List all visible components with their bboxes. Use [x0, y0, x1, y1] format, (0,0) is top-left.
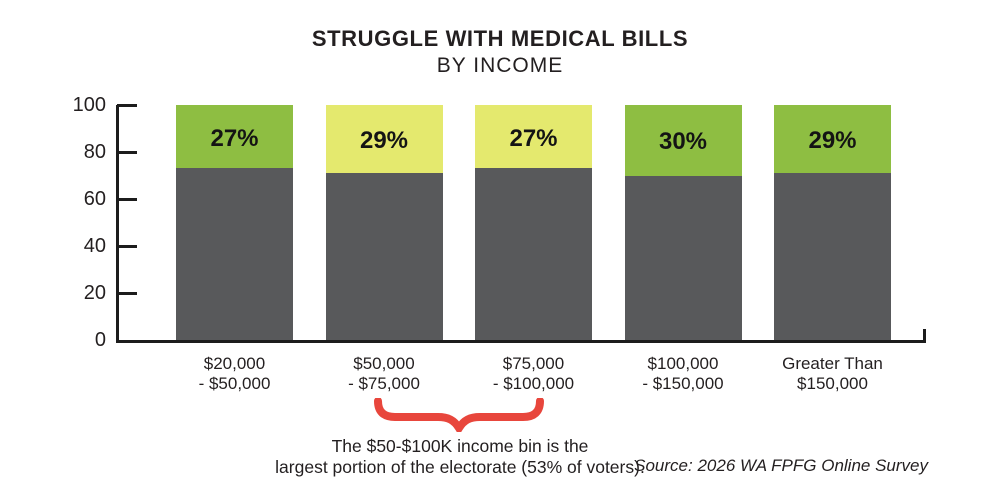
bar-base-segment — [624, 175, 742, 340]
bar-base-segment — [774, 173, 891, 340]
bar-value-label: 30% — [658, 128, 708, 156]
y-axis-tick — [117, 103, 137, 107]
bar-value-label: 29% — [808, 127, 857, 155]
y-axis-tick — [117, 150, 137, 154]
y-axis-tick-label: 60 — [83, 188, 106, 210]
bar-value-label: 27% — [509, 124, 558, 152]
y-axis-tick — [117, 291, 137, 295]
chart-subtitle: BY INCOME — [436, 54, 564, 77]
chart-title: STRUGGLE WITH MEDICAL BILLS — [311, 26, 689, 51]
bar-base-segment — [176, 168, 293, 340]
y-axis-tick-label: 100 — [72, 94, 106, 116]
y-axis-tick-label: 80 — [83, 141, 106, 163]
bar-top-segment: 27% — [176, 105, 293, 169]
x-axis-tick-label: Greater Than $150,000 — [729, 354, 936, 393]
y-axis-tick-label: 40 — [83, 235, 106, 257]
y-axis-line — [116, 105, 119, 343]
annotation-line-1: The $50-$100K income bin is the — [331, 436, 589, 456]
x-axis-tick-label-line: $100,000 — [647, 354, 719, 373]
y-axis-tick-label: 0 — [94, 329, 106, 351]
y-axis-tick-label: 20 — [83, 282, 106, 304]
source-credit: Source: 2026 WA FPFG Online Survey — [634, 456, 928, 475]
bar-base-segment — [325, 173, 443, 340]
brace-icon — [374, 398, 544, 432]
x-axis-tick-label-line: - $50,000 — [198, 373, 271, 393]
x-axis-tick-label-line: - $75,000 — [348, 373, 420, 393]
bar-base-segment — [475, 168, 592, 340]
x-axis-line — [116, 340, 926, 343]
bar-top-segment: 30% — [624, 105, 742, 176]
bar-top-segment: 29% — [774, 105, 891, 174]
x-axis-tick-label-line: Greater Than — [782, 354, 883, 373]
x-axis-tick-label-line: $75,000 — [502, 354, 565, 373]
x-axis-tick-label: $75,000- $100,000 — [430, 354, 637, 393]
x-axis-tick-label-line: - $150,000 — [642, 373, 724, 393]
annotation: The $50-$100K income bin is the largest … — [235, 436, 685, 478]
x-axis-tick-label-line: $50,000 — [353, 354, 415, 373]
x-axis-tick-label-line: $150,000 — [797, 373, 868, 393]
x-axis-tick-label-line: - $100,000 — [492, 373, 575, 393]
x-axis-tick-label: $100,000- $150,000 — [580, 354, 787, 393]
brace-path — [374, 398, 544, 432]
y-axis-tick — [117, 244, 137, 248]
x-axis-tick-label: $50,000- $75,000 — [281, 354, 488, 393]
bar-top-segment: 29% — [325, 105, 443, 174]
y-axis-tick — [117, 197, 137, 201]
x-axis-tick-label-line: $20,000 — [203, 354, 266, 373]
annotation-line-2: largest portion of the electorate (53% o… — [275, 457, 645, 477]
bar-value-label: 29% — [359, 127, 409, 155]
bar-top-segment: 27% — [475, 105, 592, 169]
x-axis-tick-label: $20,000- $50,000 — [131, 354, 338, 393]
x-axis-end-tick — [923, 329, 926, 341]
bar-value-label: 27% — [210, 124, 259, 152]
